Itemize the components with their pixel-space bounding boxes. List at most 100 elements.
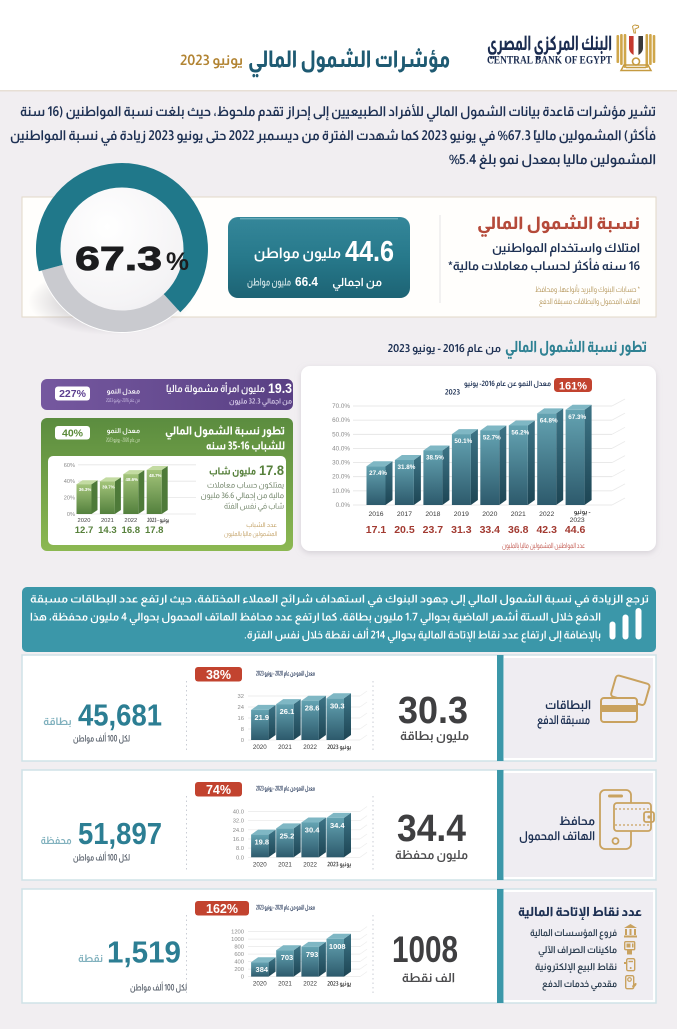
svg-text:67.3: 67.3 xyxy=(75,240,162,277)
svg-text:16.0: 16.0 xyxy=(233,837,244,843)
svg-text:64.8%: 64.8% xyxy=(540,417,558,424)
svg-text:52.7%: 52.7% xyxy=(483,434,501,441)
svg-text:20.5: 20.5 xyxy=(394,524,415,536)
svg-text:32.0: 32.0 xyxy=(233,819,244,825)
svg-text:25.2: 25.2 xyxy=(280,831,295,840)
svg-text:2020: 2020 xyxy=(253,744,267,751)
svg-text:2022: 2022 xyxy=(303,981,317,988)
svg-text:19.3: 19.3 xyxy=(268,380,292,396)
svg-text:48.7%: 48.7% xyxy=(149,473,162,478)
svg-text:2020: 2020 xyxy=(78,518,91,524)
svg-text:2016: 2016 xyxy=(368,511,383,518)
svg-text:30.3: 30.3 xyxy=(330,701,345,710)
svg-text:26.1: 26.1 xyxy=(280,707,295,716)
svg-text:2019: 2019 xyxy=(454,511,469,518)
svg-text:24: 24 xyxy=(238,705,245,711)
svg-text:1,519: 1,519 xyxy=(107,935,181,970)
svg-text:200: 200 xyxy=(234,967,244,973)
svg-text:50.0%: 50.0% xyxy=(332,431,350,438)
svg-text:16: 16 xyxy=(238,716,244,722)
svg-text:56.2%: 56.2% xyxy=(511,430,529,437)
svg-text:10.0%: 10.0% xyxy=(332,488,350,495)
svg-text:2018: 2018 xyxy=(425,511,440,518)
svg-text:51,897: 51,897 xyxy=(78,816,162,851)
svg-text:17.8: 17.8 xyxy=(259,462,284,478)
svg-text:24.0: 24.0 xyxy=(233,828,244,834)
svg-text:19.8: 19.8 xyxy=(254,838,269,847)
svg-text:67.3%: 67.3% xyxy=(568,414,586,421)
svg-text:40.0%: 40.0% xyxy=(332,445,350,452)
svg-text:%: % xyxy=(166,248,189,276)
svg-text:0.0: 0.0 xyxy=(236,855,244,861)
svg-text:28.6: 28.6 xyxy=(305,704,320,713)
svg-text:227%: 227% xyxy=(59,388,87,400)
svg-text:1200: 1200 xyxy=(231,930,244,936)
svg-text:800: 800 xyxy=(234,945,244,951)
svg-text:384: 384 xyxy=(256,965,269,974)
svg-text:400: 400 xyxy=(234,960,244,966)
svg-text:60.0%: 60.0% xyxy=(332,417,350,424)
svg-text:44.6: 44.6 xyxy=(345,236,394,268)
svg-text:30.0%: 30.0% xyxy=(332,460,350,467)
svg-text:42.3: 42.3 xyxy=(536,524,557,536)
svg-text:31.8%: 31.8% xyxy=(398,464,416,471)
svg-text:40.0: 40.0 xyxy=(233,810,244,816)
svg-text:44.6: 44.6 xyxy=(565,524,586,536)
svg-text:16.8: 16.8 xyxy=(122,525,141,536)
svg-text:2017: 2017 xyxy=(397,511,412,518)
svg-text:30.3: 30.3 xyxy=(398,690,468,732)
svg-text:2021: 2021 xyxy=(511,511,526,518)
svg-text:14.3: 14.3 xyxy=(98,525,117,536)
svg-text:2023: 2023 xyxy=(570,517,585,524)
svg-text:60%: 60% xyxy=(64,463,75,469)
svg-text:8.0: 8.0 xyxy=(236,846,244,852)
svg-text:48.6%: 48.6% xyxy=(126,477,139,482)
svg-text:161%: 161% xyxy=(559,381,587,393)
svg-text:0%: 0% xyxy=(67,512,75,518)
svg-text:39.7%: 39.7% xyxy=(102,484,115,489)
svg-text:793: 793 xyxy=(306,950,319,959)
svg-text:40%: 40% xyxy=(64,479,75,485)
svg-text:30.4: 30.4 xyxy=(305,825,320,834)
svg-text:36.8: 36.8 xyxy=(508,524,529,536)
svg-text:36.3%: 36.3% xyxy=(79,487,92,492)
svg-text:8: 8 xyxy=(241,727,244,733)
svg-text:2020: 2020 xyxy=(253,861,267,868)
svg-text:31.3: 31.3 xyxy=(451,524,472,536)
svg-text:38%: 38% xyxy=(206,668,231,682)
svg-text:2020: 2020 xyxy=(482,511,497,518)
svg-text:2020: 2020 xyxy=(253,981,267,988)
svg-text:50.1%: 50.1% xyxy=(454,438,472,445)
svg-text:20%: 20% xyxy=(64,496,75,502)
svg-text:2021: 2021 xyxy=(278,981,292,988)
svg-text:2022: 2022 xyxy=(124,518,137,524)
svg-text:0: 0 xyxy=(241,738,244,744)
svg-text:74%: 74% xyxy=(206,783,231,797)
svg-text:27.4%: 27.4% xyxy=(369,470,387,477)
svg-text:2022: 2022 xyxy=(303,861,317,868)
svg-text:CENTRAL BANK OF EGYPT: CENTRAL BANK OF EGYPT xyxy=(487,55,612,67)
svg-text:12.7: 12.7 xyxy=(75,525,94,536)
svg-text:23.7: 23.7 xyxy=(423,524,444,536)
svg-text:32: 32 xyxy=(238,694,244,700)
svg-text:34.4: 34.4 xyxy=(397,808,466,850)
svg-text:33.4: 33.4 xyxy=(480,524,501,536)
svg-text:1008: 1008 xyxy=(329,942,346,951)
svg-text:20.0%: 20.0% xyxy=(332,474,350,481)
svg-text:703: 703 xyxy=(281,953,294,962)
svg-text:0: 0 xyxy=(241,975,244,981)
svg-text:600: 600 xyxy=(234,952,244,958)
svg-text:2021: 2021 xyxy=(278,744,292,751)
svg-text:2021: 2021 xyxy=(101,518,114,524)
svg-text:17.1: 17.1 xyxy=(366,524,387,536)
svg-text:1000: 1000 xyxy=(231,937,244,943)
svg-text:45,681: 45,681 xyxy=(78,698,162,733)
svg-text:2022: 2022 xyxy=(303,744,317,751)
svg-text:38.5%: 38.5% xyxy=(426,455,444,462)
svg-text:40%: 40% xyxy=(62,428,84,440)
svg-text:34.4: 34.4 xyxy=(330,821,345,830)
svg-text:70.0%: 70.0% xyxy=(332,403,350,410)
svg-text:0.0%: 0.0% xyxy=(336,502,351,509)
svg-text:66.4: 66.4 xyxy=(295,274,319,289)
svg-text:1008: 1008 xyxy=(392,929,458,970)
